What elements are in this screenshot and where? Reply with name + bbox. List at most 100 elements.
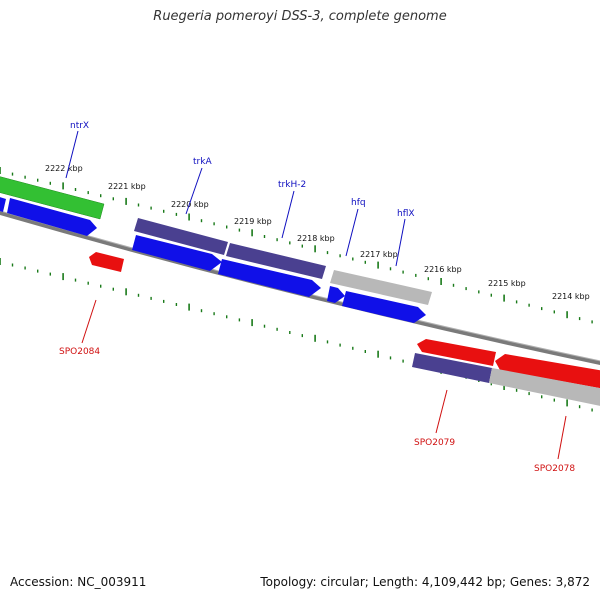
tick-mark [200,219,203,223]
tick-mark [326,340,329,344]
tick-mark [226,315,228,319]
tick-mark [301,334,303,338]
feature-gray-lower [489,368,600,406]
accession-text: Accession: NC_003911 [10,575,147,589]
tick-mark [503,294,505,302]
tick-mark [566,399,568,407]
tick-mark [415,273,417,277]
tick-mark [541,307,543,311]
tick-mark [112,197,114,201]
gene-label-hfq: hfq [351,198,366,208]
tick-mark [478,290,480,294]
tick-mark [49,181,51,185]
gene-label-spo2079: SPO2079 [414,438,455,448]
tick-mark [591,320,593,324]
tick-mark [503,383,505,390]
tick-mark [125,197,127,205]
tick-mark [591,408,593,412]
tick-mark [37,269,39,273]
tick-mark [289,241,291,245]
tick-mark [200,309,203,313]
tick-mark [87,281,89,285]
tick-mark [238,228,241,232]
tick-mark [339,254,341,258]
tick-mark [163,209,165,213]
tick-mark [112,287,114,291]
cds-reverse-spo2078 [495,354,600,389]
tick-mark [213,312,215,316]
tick-mark [465,287,467,291]
feature-purple-lower [412,353,492,383]
tick-mark [364,350,366,353]
tick-mark [238,318,241,322]
tick-mark [389,267,392,271]
tick-mark [87,191,89,195]
tick-mark [24,175,26,179]
genome-summary-text: Topology: circular; Length: 4,109,442 bp… [260,575,590,589]
gene-label-ntrX: ntrX [70,121,89,131]
tick-mark [62,182,64,190]
tick-mark [553,310,555,314]
tick-mark [0,167,1,174]
cds-reverse-spo2079 [417,339,496,366]
cds-forward-1 [0,197,6,212]
tick-mark [37,178,39,182]
tick-label-2215: 2215 kbp [488,279,526,288]
tick-mark [213,222,215,226]
cds-forward-6 [342,291,426,323]
feature-green [0,176,105,220]
tick-mark [276,327,278,331]
tick-mark [251,229,253,237]
gene-label-spo2078: SPO2078 [534,464,575,474]
tick-mark [578,317,581,321]
tick-mark [49,272,51,276]
tick-mark [314,245,316,253]
cds-reverse-spo2084 [89,252,124,272]
tick-mark [276,238,278,242]
tick-dots-outer [0,167,593,324]
gene-label-trkH-2: trkH-2 [278,180,306,190]
tick-mark [251,319,253,327]
tick-mark [377,350,379,358]
tick-label-2217: 2217 kbp [360,250,398,259]
tick-label-2214: 2214 kbp [552,292,590,301]
tick-label-2222: 2222 kbp [45,164,83,173]
tick-label-2219: 2219 kbp [234,217,272,226]
tick-mark [125,288,127,296]
feature-purple-trkH [226,243,326,279]
tick-mark [515,300,518,304]
cds-forward-4 [218,259,321,297]
tick-mark [452,283,455,287]
tick-label-2218: 2218 kbp [297,234,335,243]
tick-mark [188,303,190,311]
gene-label-trkA: trkA [193,157,212,167]
tick-mark [137,293,140,297]
tick-mark [377,261,379,269]
tick-mark [150,296,152,300]
tick-mark [490,382,492,386]
cds-forward-5 [327,286,345,303]
tick-label-2221: 2221 kbp [108,182,146,191]
tick-mark [301,244,303,248]
tick-mark [352,346,354,350]
tick-mark [137,203,140,207]
tick-mark [11,263,14,267]
cds-forward-3 [132,235,222,271]
tick-mark [541,395,543,399]
tick-mark [24,266,26,270]
tick-mark [553,398,555,402]
tick-mark [74,278,77,282]
tick-mark [326,251,329,255]
tick-mark [175,303,178,306]
tick-mark [490,293,492,297]
tick-mark [175,212,178,216]
gene-label-hflX: hflX [397,209,415,219]
tick-mark [402,270,404,274]
tick-mark [150,206,152,210]
tick-mark [163,299,165,303]
tick-label-2216: 2216 kbp [424,265,462,274]
tick-mark [427,277,429,281]
tick-mark [364,260,366,264]
tick-mark [339,343,341,347]
